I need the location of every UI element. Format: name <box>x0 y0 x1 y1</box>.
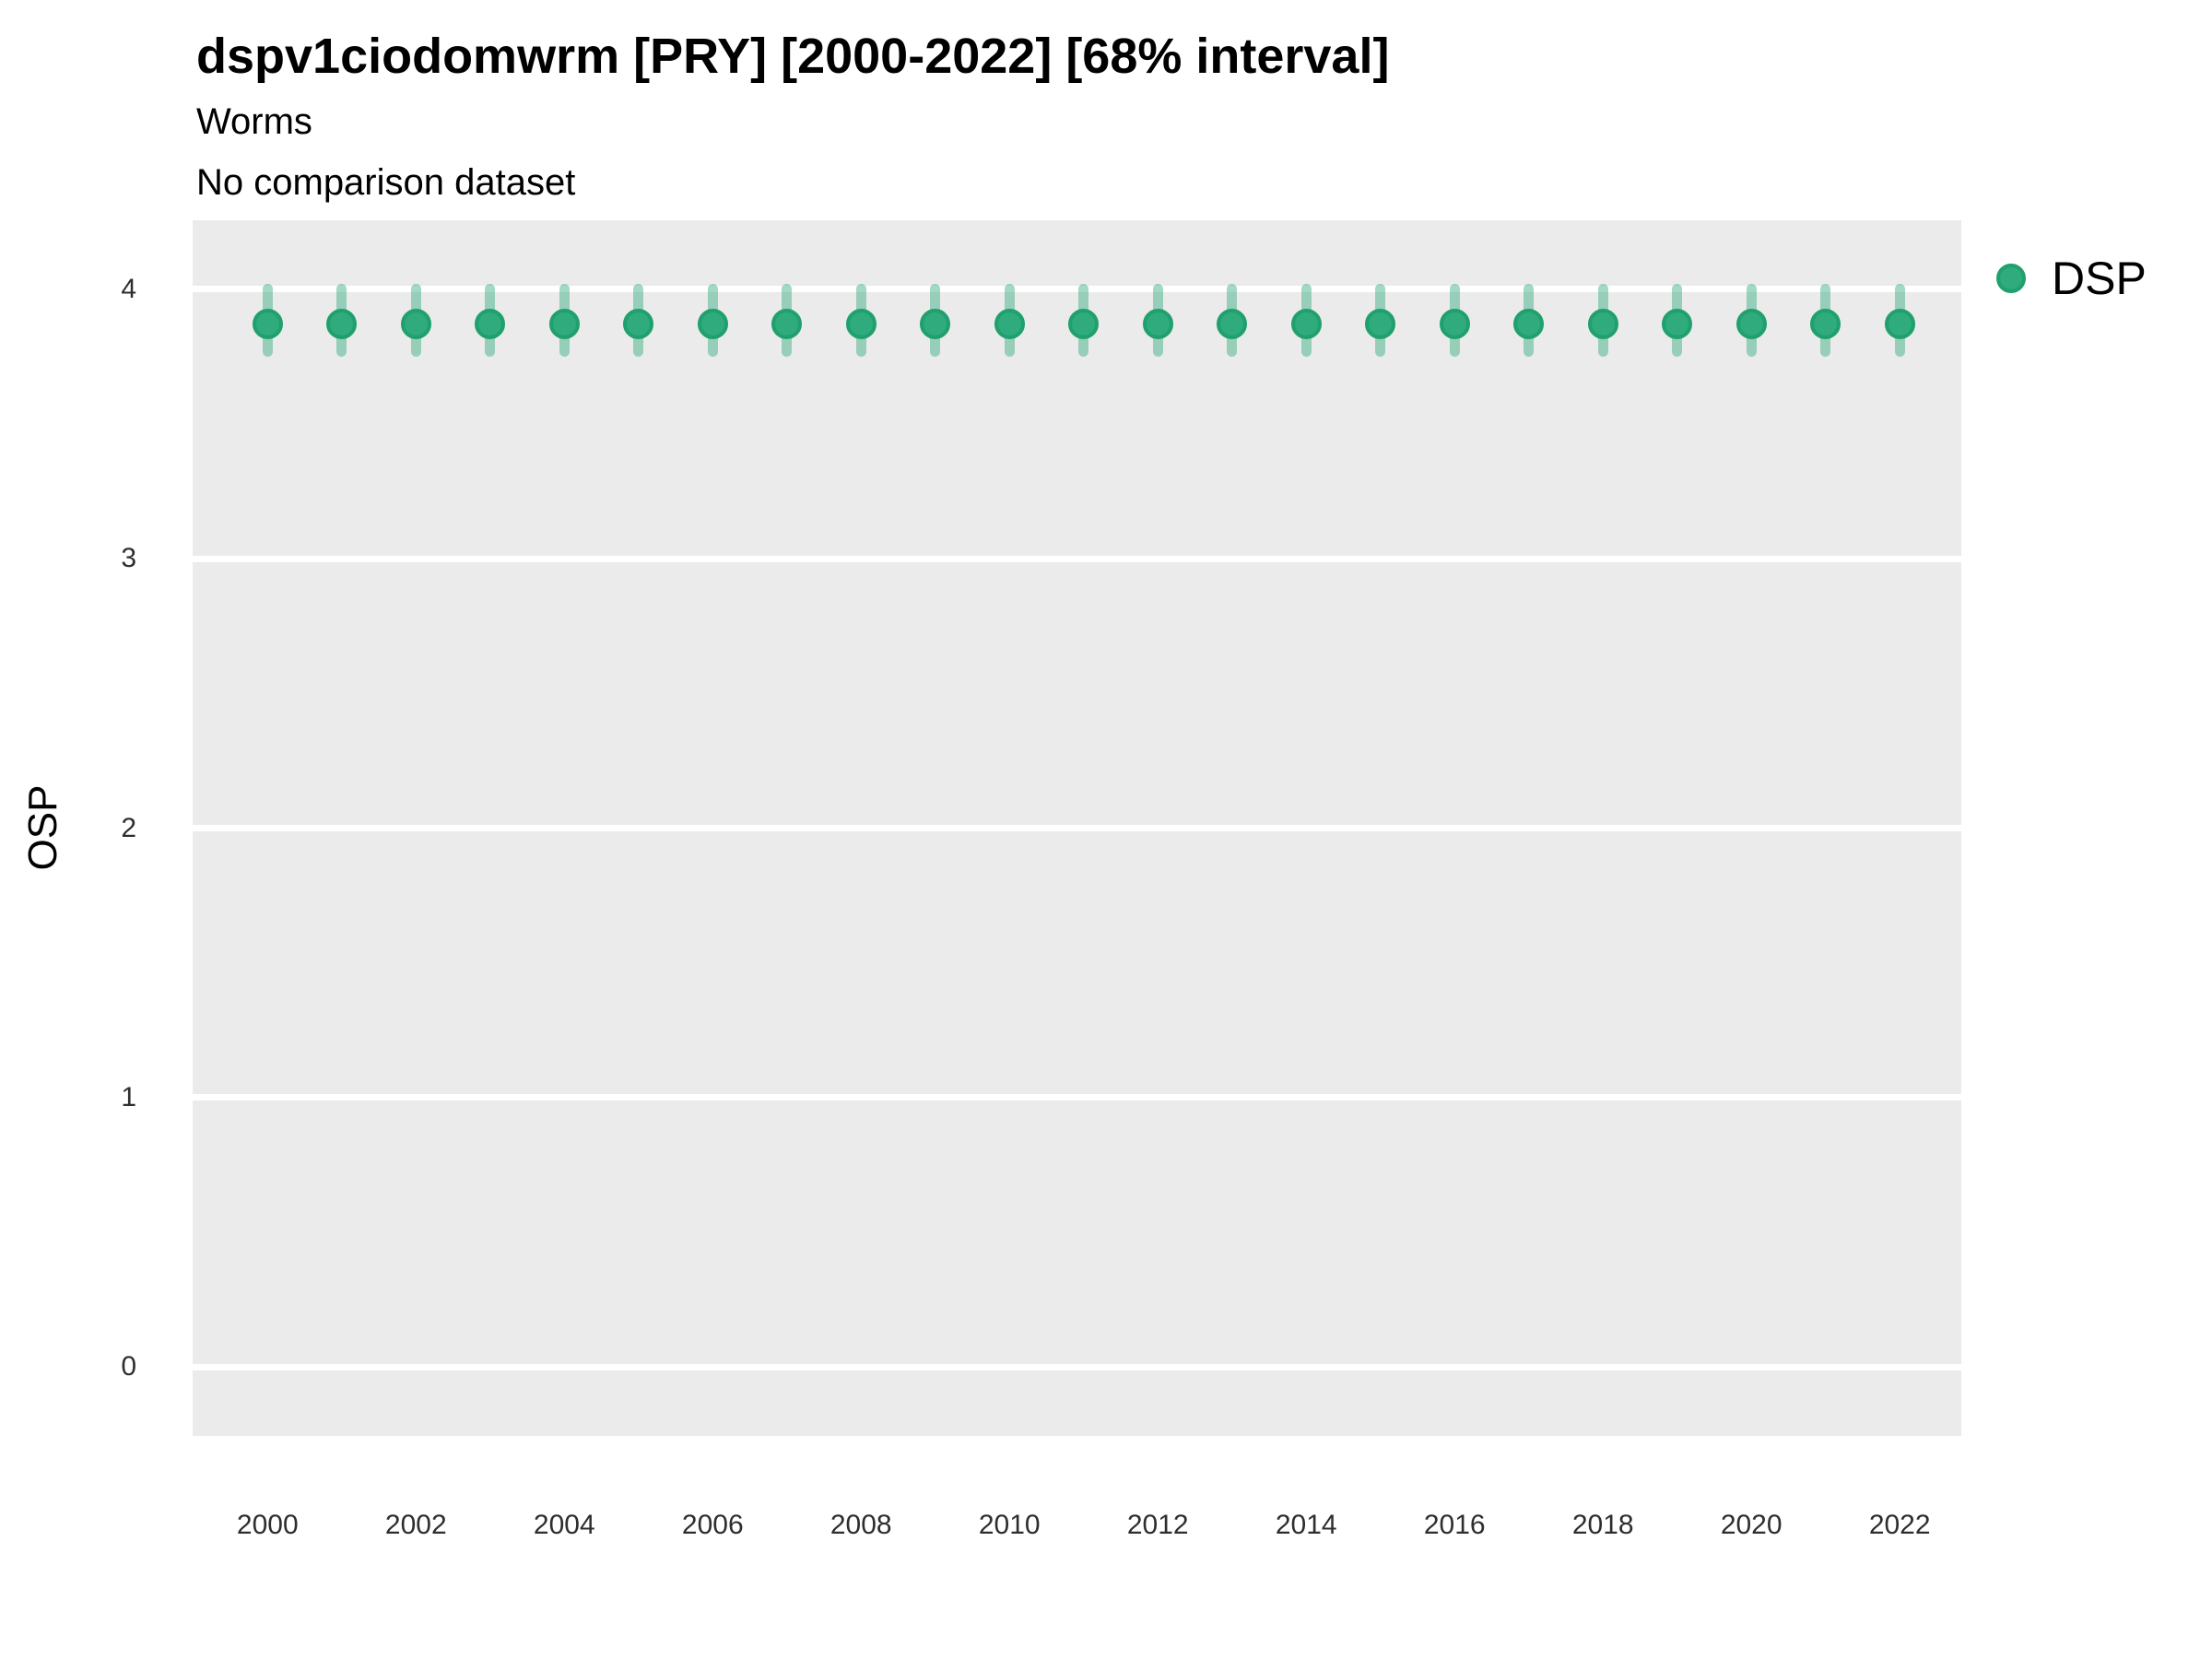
data-point <box>697 309 728 340</box>
y-tick-label: 1 <box>121 1081 136 1112</box>
data-point <box>548 309 580 340</box>
legend: DSP <box>1985 247 2212 308</box>
chart-subtitle: Worms <box>196 101 312 142</box>
y-axis-tick-labels: 4 3 2 1 0 <box>0 220 136 1436</box>
data-point <box>1365 309 1396 340</box>
y-tick-label: 2 <box>121 812 136 843</box>
data-point <box>1142 309 1173 340</box>
data-point <box>1662 309 1693 340</box>
x-tick-label: 2006 <box>681 1510 744 1540</box>
data-point <box>1290 309 1322 340</box>
gridline <box>193 1363 1961 1371</box>
gridline <box>193 825 1961 831</box>
comparison-note: No comparison dataset <box>196 162 576 203</box>
data-point <box>1587 309 1618 340</box>
data-point <box>1068 309 1100 340</box>
data-point <box>1810 309 1841 340</box>
x-axis-tick-labels: 2000 2002 2004 2006 2008 2010 2012 2014 2016 2018… <box>193 1510 1961 1547</box>
data-point <box>845 309 877 340</box>
data-point <box>1513 309 1545 340</box>
chart-title: dspv1ciodomwrm [PRY] [2000-2022] [68% in… <box>196 29 1390 84</box>
x-tick-label: 2014 <box>1275 1510 1337 1540</box>
gridline <box>193 1094 1961 1101</box>
x-tick-label: 2020 <box>1720 1510 1783 1540</box>
x-tick-label: 2018 <box>1571 1510 1634 1540</box>
y-tick-label: 3 <box>121 543 136 574</box>
gridline <box>193 555 1961 562</box>
x-tick-label: 2004 <box>533 1510 595 1540</box>
legend-circle-icon <box>1996 264 2026 293</box>
data-point <box>1439 309 1470 340</box>
data-point <box>994 309 1025 340</box>
x-tick-label: 2012 <box>1126 1510 1189 1540</box>
data-point <box>252 309 283 340</box>
data-point <box>400 309 431 340</box>
x-tick-label: 2016 <box>1423 1510 1486 1540</box>
x-tick-label: 2008 <box>830 1510 892 1540</box>
data-point <box>920 309 951 340</box>
x-tick-label: 2002 <box>384 1510 447 1540</box>
y-tick-label: 0 <box>121 1351 136 1382</box>
data-point <box>1217 309 1248 340</box>
x-tick-label: 2022 <box>1868 1510 1931 1540</box>
data-point <box>326 309 358 340</box>
x-tick-label: 2000 <box>236 1510 299 1540</box>
data-point <box>1735 309 1767 340</box>
plot-panel <box>193 220 1961 1436</box>
gridline <box>193 286 1961 293</box>
y-tick-label: 4 <box>121 273 136 304</box>
x-tick-label: 2010 <box>978 1510 1041 1540</box>
data-point <box>475 309 506 340</box>
data-point <box>1884 309 1915 340</box>
legend-label: DSP <box>2052 253 2147 304</box>
data-point <box>771 309 803 340</box>
data-point <box>623 309 654 340</box>
